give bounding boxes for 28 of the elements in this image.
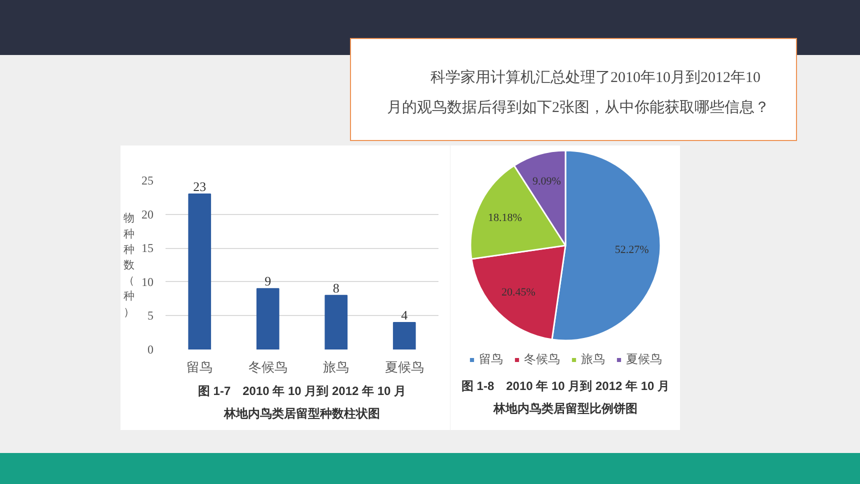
text: 林地内鸟类居留型比例饼图	[492, 402, 638, 416]
text: 林地内鸟类居留型种数柱状图	[223, 406, 380, 420]
y-tick-label: 5	[148, 308, 154, 323]
text: 图 1-8 2010 年 10 月到 2012 年 10 月	[461, 379, 670, 393]
y-tick-label: 20	[142, 207, 154, 222]
data-label: 9.09%	[532, 176, 561, 188]
bar	[324, 294, 348, 350]
y-tick-label: 0	[148, 342, 154, 356]
data-label: 9	[264, 274, 272, 289]
data-label: 52.27%	[614, 244, 649, 256]
y-tick-label: 15	[142, 241, 154, 256]
bar	[256, 288, 280, 350]
y-tick-label: 10	[142, 274, 154, 289]
x-tick-label: 留鸟	[186, 360, 213, 374]
data-label: 23	[193, 179, 206, 194]
data-label: 8	[332, 280, 340, 296]
y-tick-label: 25	[142, 174, 154, 188]
bar	[188, 194, 212, 350]
bar	[392, 322, 416, 350]
text: 科学家用计算机汇总处理了2010年10月到2012年10月的观鸟数据后得到如下2张图，从中你能获取哪些信息？	[387, 68, 770, 118]
x-tick-label: 夏候鸟	[384, 360, 424, 374]
text: 图 1-7 2010 年 10 月到 2012 年 10 月	[198, 384, 406, 398]
x-tick-label: 冬候鸟	[248, 360, 288, 374]
data-label: 4	[401, 307, 408, 322]
data-label: 20.45%	[502, 286, 536, 299]
x-tick-label: 旅鸟	[323, 360, 350, 374]
data-label: 18.18%	[488, 212, 522, 224]
y-axis-title: 物种种数（种）	[124, 212, 134, 318]
